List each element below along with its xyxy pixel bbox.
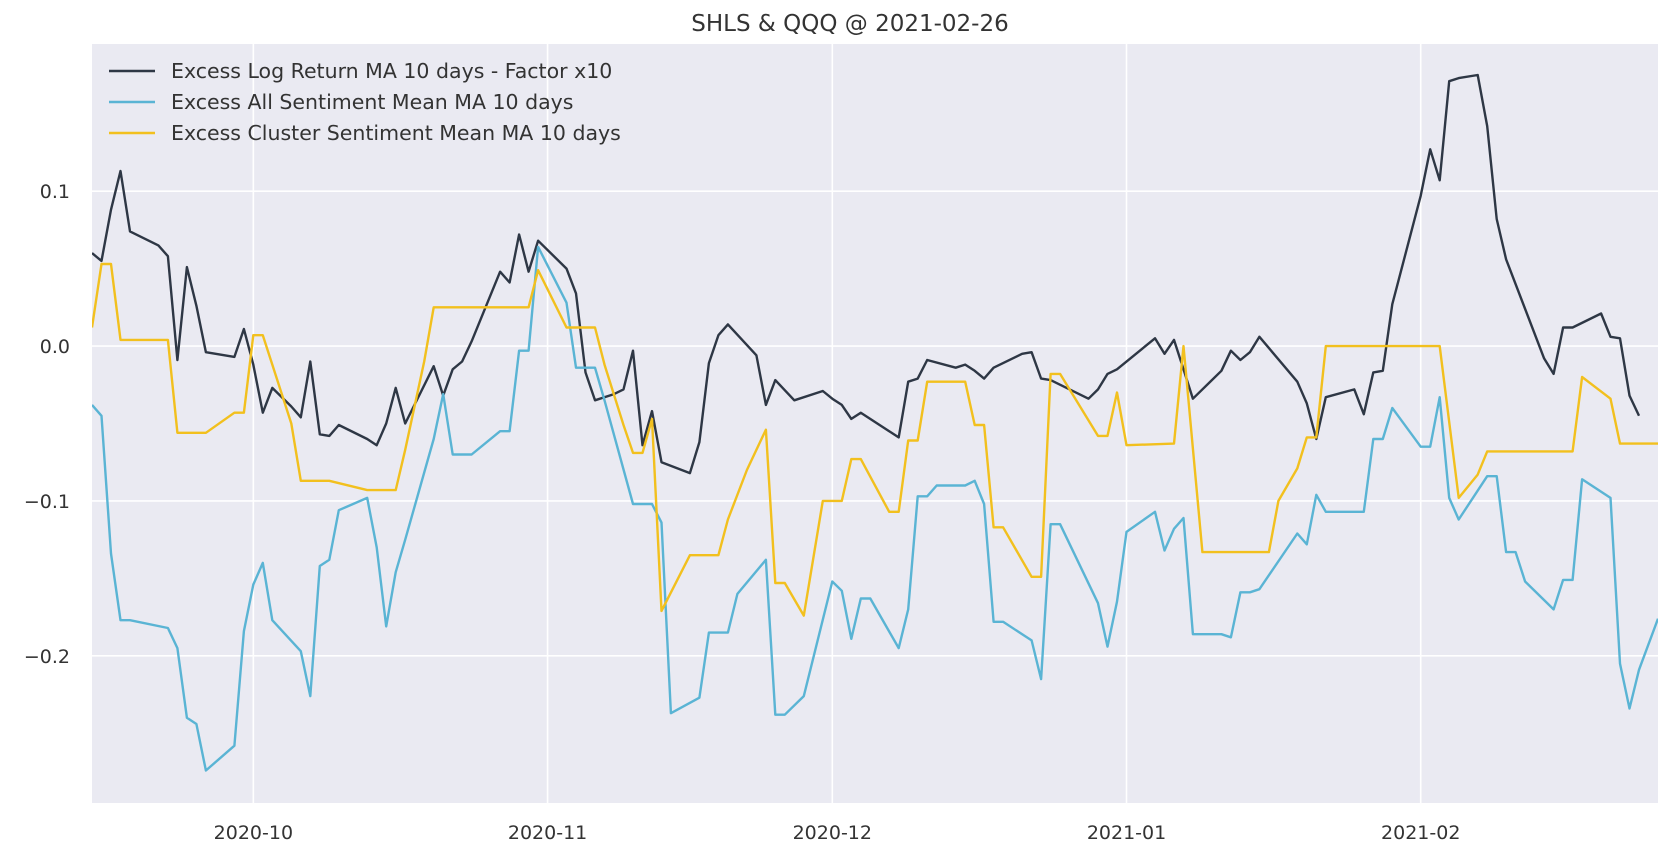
series-line-2	[92, 245, 1658, 772]
y-tick-label: 0.0	[40, 336, 70, 358]
legend: Excess Log Return MA 10 days - Factor x1…	[109, 59, 621, 145]
x-tick-label: 2021-02	[1381, 822, 1460, 844]
legend-label: Excess Cluster Sentiment Mean MA 10 days	[171, 121, 621, 145]
chart-title: SHLS & QQQ @ 2021-02-26	[691, 11, 1008, 37]
x-axis: 2020-10 2020-11 2020-12 2021-01 2021-02	[214, 822, 1461, 844]
y-tick-label: 0.1	[40, 181, 70, 203]
y-axis: 0.1 0.0 −0.1 −0.2	[24, 181, 70, 668]
axes: 2020-10 2020-11 2020-12 2021-01 2021-02 0.10…	[24, 181, 1461, 844]
plot-background	[92, 44, 1658, 803]
x-tick-label: 2021-01	[1087, 822, 1166, 844]
y-tick-label: −0.1	[24, 491, 70, 513]
series-line-3	[92, 262, 1658, 617]
plot-area	[92, 44, 1658, 803]
y-tick-label: −0.2	[24, 646, 70, 668]
x-tick-label: 2020-11	[508, 822, 587, 844]
legend-label: Excess Log Return MA 10 days - Factor x1…	[171, 59, 612, 83]
series-line-1	[92, 73, 1641, 475]
series-lines	[92, 73, 1658, 772]
x-tick-label: 2020-12	[793, 822, 872, 844]
grid-lines	[92, 44, 1658, 803]
legend-label: Excess All Sentiment Mean MA 10 days	[171, 90, 573, 114]
x-tick-label: 2020-10	[214, 822, 293, 844]
